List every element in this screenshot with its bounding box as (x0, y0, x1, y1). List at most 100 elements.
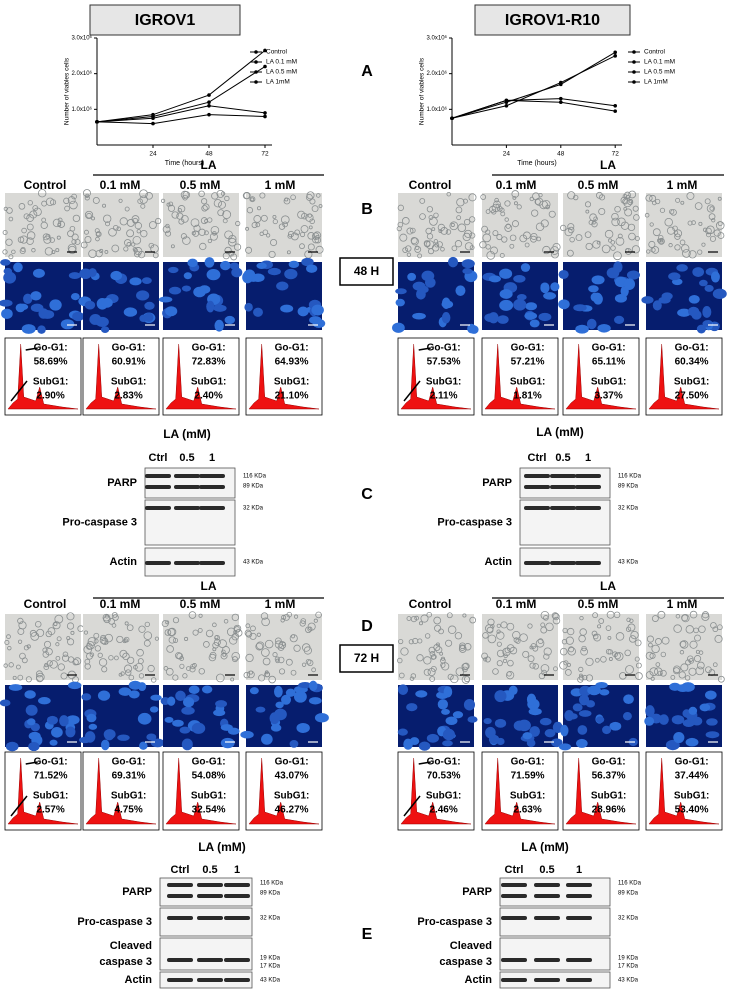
cell (496, 660, 503, 667)
go-g1-label: Go-G1: (192, 757, 226, 768)
cell (670, 209, 677, 216)
cell (440, 656, 446, 661)
histogram-peak (248, 343, 320, 410)
nucleus (51, 727, 63, 738)
cell (229, 636, 238, 645)
cell (530, 643, 537, 649)
nucleus (275, 701, 284, 709)
cell (485, 624, 494, 633)
cell (634, 656, 640, 662)
cell (635, 672, 643, 680)
subg1-value: 27.50% (675, 391, 709, 402)
nucleus (513, 720, 526, 731)
cell (177, 208, 183, 213)
cell (202, 203, 210, 211)
cell (231, 613, 240, 622)
cell (412, 637, 419, 645)
nucleus (483, 717, 492, 725)
kda-label: 116 KDa (618, 474, 642, 480)
cell (693, 627, 699, 634)
cell (139, 189, 148, 199)
nucleus (117, 734, 130, 741)
series-line (451, 99, 616, 119)
nucleus (691, 310, 702, 320)
nucleus (623, 694, 634, 705)
cell (166, 645, 174, 653)
arrow (25, 761, 38, 765)
nucleus (441, 312, 451, 324)
nucleus (86, 713, 97, 723)
cell (251, 222, 258, 229)
cell (256, 632, 261, 637)
cell (399, 233, 408, 242)
cell (714, 634, 723, 643)
brightfield-image (80, 189, 162, 259)
go-g1-label: Go-G1: (675, 343, 709, 354)
go-g1-value: 71.59% (511, 771, 545, 782)
cell (112, 614, 119, 621)
cell (669, 209, 675, 215)
dose-label: 0.1 mM (496, 597, 537, 611)
cell (543, 653, 550, 660)
cell (398, 672, 405, 679)
band (575, 485, 601, 489)
y-tick-label: 3.0x10⁶ (427, 35, 448, 42)
cell (111, 612, 118, 618)
cell (165, 223, 170, 229)
cell (575, 234, 583, 242)
series-line (451, 51, 616, 119)
data-point (95, 120, 99, 124)
y-tick-label: 1.0x10⁶ (427, 106, 448, 113)
nucleus (445, 716, 458, 726)
nucleus (30, 291, 42, 301)
nucleus (227, 727, 240, 735)
header-box (474, 4, 631, 36)
cell (210, 225, 220, 235)
cell (256, 641, 265, 650)
nucleus (289, 740, 299, 748)
cell (449, 221, 459, 231)
cell (60, 672, 68, 680)
cell (62, 654, 70, 662)
nucleus (661, 292, 673, 301)
cell (433, 644, 441, 652)
cell (26, 214, 35, 222)
cell (222, 218, 228, 224)
kda-label: 32 KDa (260, 916, 281, 922)
cell (226, 627, 236, 637)
band (197, 883, 223, 887)
cell (529, 662, 536, 669)
cell (126, 624, 134, 631)
band (167, 916, 193, 920)
band (224, 883, 250, 887)
cell (3, 663, 8, 668)
band (167, 883, 193, 887)
data-point (559, 96, 563, 101)
cell (423, 656, 432, 665)
cell (629, 635, 637, 643)
cell (717, 624, 723, 631)
histogram (162, 751, 240, 831)
time-label: 72 H (354, 651, 379, 665)
cell (253, 215, 262, 223)
dose-label: Control (409, 597, 452, 611)
cell (231, 651, 241, 661)
x-tick-label: 48 (205, 151, 213, 158)
lane-label: 1 (234, 864, 240, 876)
histogram (645, 337, 723, 416)
cell (172, 674, 179, 681)
nucleus (704, 690, 717, 700)
cell (201, 205, 208, 212)
cell (509, 234, 517, 242)
cell (250, 197, 255, 202)
cell (428, 215, 434, 220)
cell (5, 238, 13, 246)
data-point (613, 109, 617, 113)
cell (313, 618, 318, 623)
cell (634, 639, 642, 647)
nucleus (23, 293, 33, 305)
cell (83, 229, 89, 235)
cell (316, 193, 321, 198)
brightfield-image (560, 190, 641, 261)
